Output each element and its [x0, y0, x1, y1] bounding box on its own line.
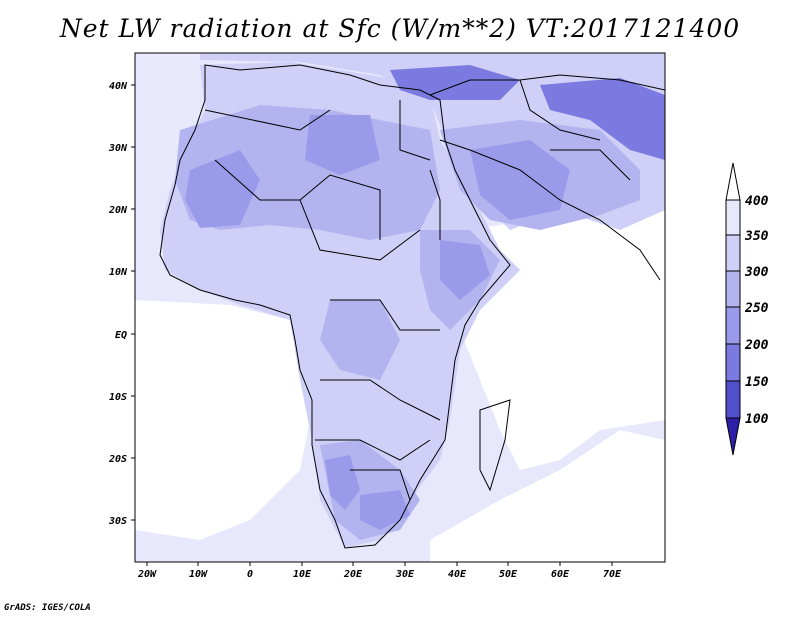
colorbar-label: 300 — [744, 265, 769, 280]
y-tick-label: 30S — [108, 516, 127, 527]
colorbar-bin — [725, 270, 741, 308]
colorbar-bin — [725, 306, 741, 345]
south-africa-dark — [360, 490, 410, 530]
colorbar-top-arrow — [725, 162, 741, 201]
x-tick-label: 70E — [603, 569, 622, 580]
tick-marks — [131, 84, 613, 566]
colorbar-bottom-arrow — [725, 417, 741, 456]
y-tick-label: 40N — [109, 81, 128, 92]
iran-darkest — [540, 78, 665, 160]
map-title: Net LW radiation at Sfc (W/m**2) VT:2017… — [59, 14, 741, 43]
colorbar: 400 350 300 250 200 150 100 — [725, 162, 769, 456]
x-tick-label: 0 — [247, 569, 253, 580]
y-tick-label: 10S — [109, 392, 127, 403]
libya-dark — [305, 115, 380, 175]
x-tick-label: 30E — [395, 569, 415, 580]
colorbar-label: 400 — [745, 194, 769, 209]
y-axis-labels: 40N 30N 20N 10N EQ 10S 20S 30S — [108, 81, 128, 527]
atlantic-high-region — [135, 300, 310, 540]
west-sahara-dark — [185, 150, 260, 228]
colorbar-bin — [725, 199, 741, 236]
colorbar-bin — [725, 380, 741, 419]
ethiopia-dark — [440, 240, 490, 300]
x-tick-label: 20E — [343, 569, 363, 580]
map-frame — [134, 52, 666, 563]
south-indian-high-region — [430, 430, 665, 562]
x-tick-label: 60E — [551, 569, 570, 580]
colorbar-label: 100 — [745, 412, 769, 427]
y-tick-label: 30N — [108, 143, 128, 154]
colorbar-label: 150 — [745, 375, 769, 390]
x-tick-label: 50E — [499, 569, 518, 580]
kalahari-dark — [325, 455, 360, 510]
colorbar-label: 350 — [744, 229, 769, 244]
y-tick-label: EQ — [115, 330, 127, 341]
colorbar-bin — [725, 234, 741, 272]
x-tick-label: 40E — [448, 569, 467, 580]
congo-region — [320, 300, 400, 380]
x-tick-label: 10E — [293, 569, 312, 580]
x-tick-label: 10W — [189, 569, 208, 580]
colorbar-bin — [725, 343, 741, 382]
radiation-field — [135, 53, 665, 562]
x-axis-labels: 20W 10W 0 10E 20E 30E 40E 50E 60E 70E — [137, 569, 622, 580]
x-tick-label: 20W — [137, 569, 157, 580]
grads-credit: GrADS: IGES/COLA — [4, 603, 91, 613]
y-tick-label: 20S — [108, 454, 127, 465]
colorbar-label: 200 — [744, 338, 769, 353]
y-tick-label: 20N — [108, 205, 128, 216]
colorbar-label: 250 — [744, 301, 769, 316]
y-tick-label: 10N — [109, 267, 128, 278]
coastlines — [159, 64, 665, 549]
